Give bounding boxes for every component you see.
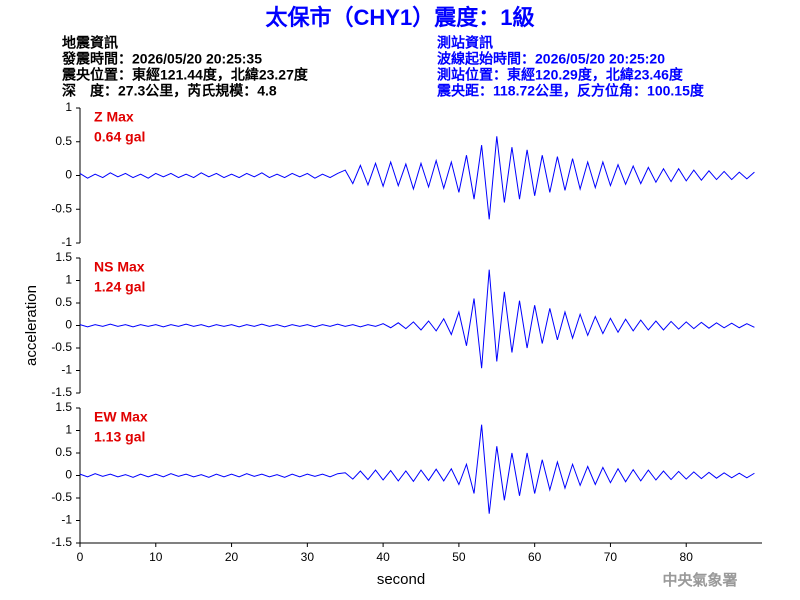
x-tick-label: 50: [452, 550, 466, 564]
x-tick-label: 60: [528, 550, 542, 564]
x-tick-label: 40: [376, 550, 390, 564]
max-label: NS Max: [94, 259, 145, 275]
y-tick-label: -1: [61, 513, 72, 527]
station-line: 測站資訊: [437, 35, 493, 51]
info-line: 震央位置：東經121.44度，北緯23.27度: [61, 67, 309, 83]
y-tick-label: 1: [65, 423, 72, 437]
y-tick-label: -1: [61, 363, 72, 377]
y-axis-label: acceleration: [23, 285, 40, 366]
station-line: 震央距：118.72公里，反方位角：100.15度: [436, 83, 705, 99]
y-tick-label: 0.5: [55, 134, 72, 148]
y-tick-label: 1: [65, 100, 72, 114]
max-label: 1.24 gal: [94, 279, 145, 295]
station-line: 測站位置：東經120.29度，北緯23.46度: [437, 67, 684, 83]
info-line: 地震資訊: [62, 35, 118, 51]
max-label: 1.13 gal: [94, 429, 145, 445]
max-label: EW Max: [94, 409, 148, 425]
y-tick-label: 1.5: [55, 400, 72, 414]
waveform: [79, 424, 755, 514]
x-axis-label: second: [377, 571, 425, 588]
x-tick-label: 30: [301, 550, 315, 564]
y-tick-label: 1.5: [55, 250, 72, 264]
y-tick-label: -0.5: [51, 340, 72, 354]
x-tick-label: 70: [604, 550, 618, 564]
y-tick-label: -1: [61, 235, 72, 249]
y-tick-label: 0: [65, 168, 72, 182]
max-label: 0.64 gal: [94, 129, 145, 145]
y-tick-label: -1.5: [51, 535, 72, 549]
footer: 中央氣象署: [662, 571, 737, 589]
x-tick-label: 10: [149, 550, 163, 564]
x-tick-label: 0: [77, 550, 84, 564]
y-tick-label: 1: [65, 273, 72, 287]
info-line: 發震時間：2026/05/20 20:25:35: [61, 51, 262, 67]
max-label: Z Max: [94, 109, 134, 125]
station-line: 波線起始時間：2026/05/20 20:25:20: [437, 51, 665, 67]
info-line: 深 度：27.3公里，芮氏規模：4.8: [62, 83, 277, 99]
y-tick-label: -1.5: [51, 385, 72, 399]
x-tick-label: 80: [680, 550, 694, 564]
y-tick-label: -0.5: [51, 201, 72, 215]
y-tick-label: 0: [65, 318, 72, 332]
y-tick-label: -0.5: [51, 490, 72, 504]
waveform: [79, 136, 755, 220]
y-tick-label: 0.5: [55, 295, 72, 309]
title: 太保市（CHY1）震度：1級: [266, 5, 535, 30]
waveform: [79, 269, 755, 369]
y-tick-label: 0.5: [55, 445, 72, 459]
y-tick-label: 0: [65, 468, 72, 482]
x-tick-label: 20: [225, 550, 239, 564]
